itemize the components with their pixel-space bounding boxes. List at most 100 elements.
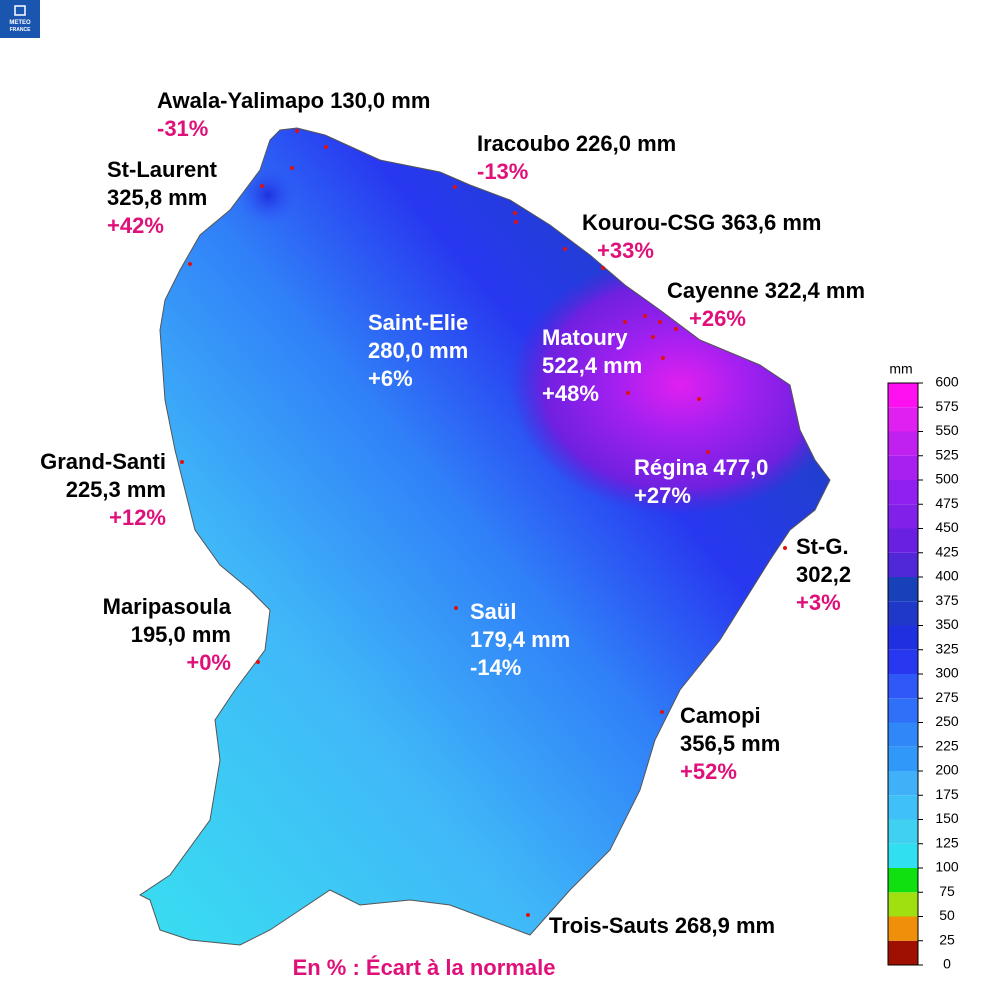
colorbar-tick-label: 400 <box>935 568 959 584</box>
colorbar-band <box>888 795 918 820</box>
colorbar-tick-label: 175 <box>935 786 959 802</box>
logo: METEO FRANCE <box>0 0 40 38</box>
station-dot <box>514 220 518 224</box>
station-dot <box>783 546 787 550</box>
colorbar-tick-label: 575 <box>935 398 959 414</box>
colorbar-band <box>888 528 918 553</box>
station-name: Camopi <box>680 703 761 728</box>
station-anomaly: +27% <box>634 483 691 508</box>
station-amount: 268,9 mm <box>675 913 775 938</box>
colorbar-band <box>888 480 918 505</box>
colorbar-tick-label: 600 <box>935 374 959 390</box>
colorbar-tick-label: 300 <box>935 665 959 681</box>
station-name: Cayenne <box>667 278 759 303</box>
colorbar-unit: mm <box>889 361 912 377</box>
colorbar-band <box>888 649 918 674</box>
colorbar-band <box>888 383 918 408</box>
colorbar-tick-label: 0 <box>943 956 951 972</box>
station-amount: 477,0 <box>713 455 768 480</box>
station-name: St-Laurent <box>107 157 218 182</box>
coastline <box>139 127 831 946</box>
station-anomaly: +42% <box>107 213 164 238</box>
station-dot <box>706 450 710 454</box>
station-name: Iracoubo <box>477 131 570 156</box>
station-label: Iracoubo 226,0 mm <box>477 131 676 156</box>
station-amount: 226,0 mm <box>576 131 676 156</box>
station-anomaly: -31% <box>157 116 208 141</box>
colorbar-tick-label: 325 <box>935 640 959 656</box>
station-amount: 179,4 mm <box>470 627 570 652</box>
station-anomaly: +0% <box>186 650 231 675</box>
colorbar-tick-label: 475 <box>935 495 959 511</box>
station-anomaly: +33% <box>597 238 654 263</box>
station-name: Trois-Sauts <box>549 913 669 938</box>
station-name: Awala-Yalimapo <box>157 88 324 113</box>
station-dot <box>295 129 299 133</box>
colorbar-tick-label: 250 <box>935 713 959 729</box>
colorbar-tick-label: 425 <box>935 543 959 559</box>
station-amount: 356,5 mm <box>680 731 780 756</box>
colorbar-band <box>888 843 918 868</box>
station-dot <box>601 266 605 270</box>
station-anomaly: +52% <box>680 759 737 784</box>
station-dot <box>513 211 517 215</box>
station-label: Kourou-CSG 363,6 mm <box>582 210 822 235</box>
colorbar-tick-label: 350 <box>935 616 959 632</box>
station-dot <box>697 397 701 401</box>
station-label: Trois-Sauts 268,9 mm <box>549 913 775 938</box>
colorbar-band <box>888 892 918 917</box>
station-amount: 225,3 mm <box>66 477 166 502</box>
station-name: Saint-Elie <box>368 310 468 335</box>
colorbar-tick-label: 150 <box>935 810 959 826</box>
colorbar-band <box>888 819 918 844</box>
station-amount: 322,4 mm <box>765 278 865 303</box>
station-name: Saül <box>470 599 516 624</box>
station-dot <box>563 247 567 251</box>
colorbar-tick-label: 450 <box>935 519 959 535</box>
station-anomaly: +48% <box>542 381 599 406</box>
colorbar-band <box>888 504 918 529</box>
colorbar-tick-label: 375 <box>935 592 959 608</box>
rainfall-field <box>140 128 830 945</box>
station-amount: 280,0 mm <box>368 338 468 363</box>
station-dot <box>661 356 665 360</box>
colorbar-tick-label: 200 <box>935 762 959 778</box>
colorbar-tick-label: 125 <box>935 834 959 850</box>
logo-text: METEO <box>9 20 31 26</box>
footer-note: En % : Écart à la normale <box>293 955 556 980</box>
colorbar-tick-label: 500 <box>935 471 959 487</box>
colorbar-band <box>888 916 918 941</box>
station-dot <box>651 335 655 339</box>
station-dot <box>324 145 328 149</box>
station-label: Awala-Yalimapo 130,0 mm <box>157 88 430 113</box>
station-label: Cayenne 322,4 mm <box>667 278 865 303</box>
station-label: Régina 477,0 <box>634 455 768 480</box>
station-dot <box>453 185 457 189</box>
station-anomaly: +6% <box>368 366 413 391</box>
colorbar-band <box>888 601 918 626</box>
colorbar-tick-label: 25 <box>939 931 955 947</box>
colorbar-tick-label: 275 <box>935 689 959 705</box>
station-anomaly: +12% <box>109 505 166 530</box>
station-amount: 325,8 mm <box>107 185 207 210</box>
station-anomaly: -14% <box>470 655 521 680</box>
station-amount: 522,4 mm <box>542 353 642 378</box>
colorbar-band <box>888 577 918 602</box>
station-anomaly: -13% <box>477 159 528 184</box>
colorbar-tick-label: 225 <box>935 737 959 753</box>
station-name: Régina <box>634 455 708 480</box>
colorbar-band <box>888 698 918 723</box>
station-dot <box>660 710 664 714</box>
colorbar-band <box>888 722 918 747</box>
colorbar-band <box>888 455 918 480</box>
colorbar-band <box>888 868 918 893</box>
colorbar-band <box>888 746 918 771</box>
station-dot <box>643 314 647 318</box>
station-anomaly: +3% <box>796 590 841 615</box>
logo-text: FRANCE <box>10 27 31 33</box>
station-dot <box>626 391 630 395</box>
station-dot <box>256 660 260 664</box>
station-dot <box>188 262 192 266</box>
colorbar-band <box>888 431 918 456</box>
